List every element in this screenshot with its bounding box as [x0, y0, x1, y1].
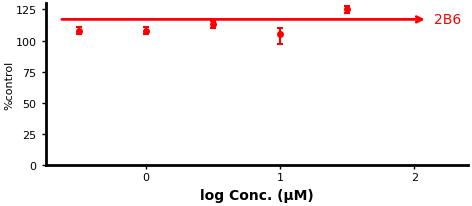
- X-axis label: log Conc. (μM): log Conc. (μM): [200, 188, 314, 202]
- Text: 2B6: 2B6: [434, 13, 462, 27]
- Y-axis label: %control: %control: [4, 60, 14, 109]
